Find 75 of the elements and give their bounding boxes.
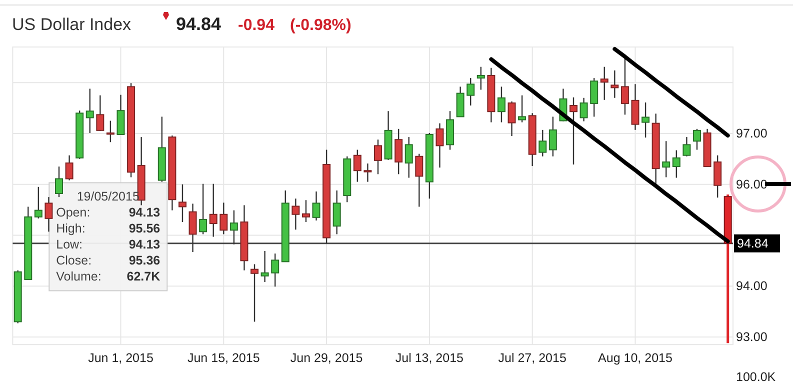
annotation: Volume: (56, 270, 102, 284)
annotation: 95.36 (128, 254, 160, 268)
annotation: 94.13 (128, 238, 160, 252)
candlestick (404, 136, 413, 178)
candlestick (55, 166, 64, 198)
candlestick (548, 116, 557, 157)
candlestick (65, 154, 74, 181)
annotation: 95.56 (128, 222, 160, 236)
candlestick (271, 252, 280, 288)
candlestick (497, 86, 506, 123)
candlestick (292, 198, 300, 230)
candlestick (106, 120, 114, 143)
candlestick (600, 66, 608, 101)
candlestick (250, 264, 259, 322)
candlestick (466, 77, 475, 106)
candlestick (456, 86, 464, 118)
text: -0.94 (238, 17, 275, 34)
candlestick (610, 70, 619, 98)
candlestick (332, 190, 341, 235)
x-tick-label: Jun 1, 2015 (88, 351, 154, 365)
candlestick (312, 190, 320, 222)
candlestick (209, 183, 218, 238)
candlestick (538, 129, 547, 157)
candlestick (672, 150, 680, 178)
annotation: 94.13 (128, 206, 160, 220)
ref-line-label: 94.84 (737, 236, 768, 250)
x-tick-label: Jul 27, 2015 (498, 351, 566, 365)
candlestick (86, 88, 94, 134)
candlestick (302, 200, 310, 223)
candlestick (662, 140, 670, 178)
candlestick (44, 196, 53, 232)
y-tick-label: 97.00 (736, 126, 768, 140)
candlestick (96, 94, 104, 132)
candlestick (220, 202, 228, 235)
annotation: High: (56, 222, 86, 236)
x-tick-label: Jun 29, 2015 (290, 351, 363, 365)
candlestick (570, 96, 578, 166)
text: 100.0K (736, 370, 776, 384)
chart-title: US Dollar Index (12, 15, 132, 34)
candlestick (260, 250, 269, 283)
candlestick (353, 149, 362, 182)
y-tick-label: 94.00 (736, 279, 768, 294)
line-series (612, 47, 730, 138)
annotation: Open: (56, 206, 90, 220)
text: (-0.98%) (290, 17, 352, 34)
annotation: 62.7K (126, 270, 160, 284)
x-tick-label: Aug 10, 2015 (598, 351, 672, 365)
x-tick-label: Jun 15, 2015 (187, 351, 260, 365)
candlestick (631, 84, 640, 131)
candlestick (436, 122, 444, 168)
candlestick (116, 94, 125, 136)
candlestick (230, 210, 238, 245)
candlestick (34, 186, 42, 220)
candlestick (374, 138, 382, 175)
candlestick (692, 128, 701, 150)
candlestick (682, 136, 691, 157)
annotation: Low: (56, 238, 83, 252)
candlestick (415, 153, 424, 208)
candlestick (476, 66, 485, 90)
candlestick (199, 183, 208, 235)
y-tick-label: 93.00 (736, 330, 768, 344)
x-tick-label: Jul 13, 2015 (395, 351, 464, 365)
candlestick (642, 102, 650, 138)
candlestick (590, 77, 598, 118)
annotation: Close: (56, 254, 92, 268)
candlestick (518, 94, 526, 123)
candlestick (364, 162, 372, 182)
candlestick (580, 97, 588, 122)
line-series (489, 57, 730, 244)
text: 94.84 (176, 14, 222, 34)
candlestick (188, 203, 197, 253)
candlestick (394, 128, 403, 175)
candlestick (714, 154, 722, 198)
candlestick (508, 100, 516, 137)
candlestick (178, 184, 186, 223)
